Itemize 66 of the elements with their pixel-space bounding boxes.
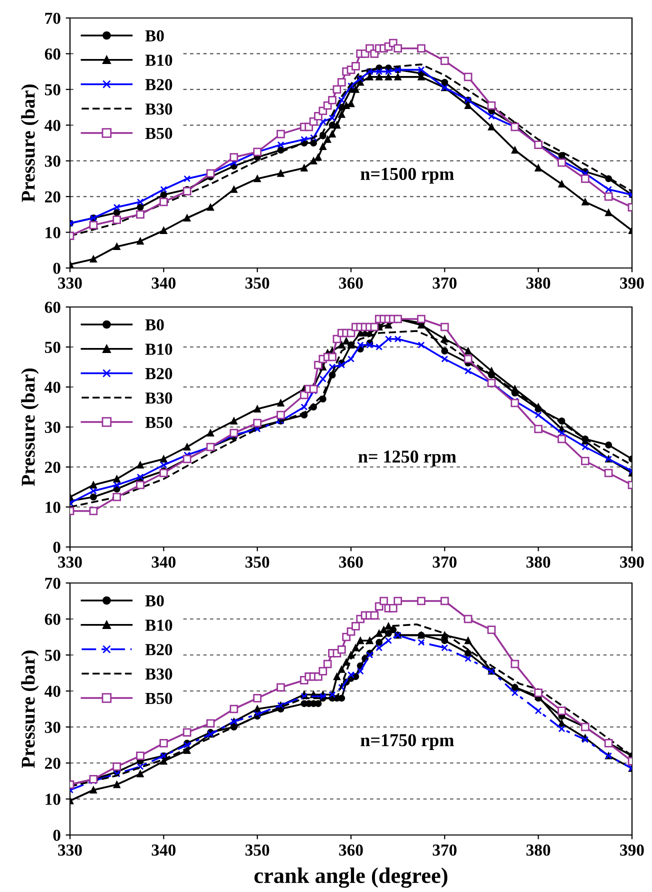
legend-label: B10	[145, 54, 172, 66]
x-tick-label: 350	[245, 278, 270, 289]
x-tick-label: 330	[58, 278, 82, 289]
x-tick-label: 340	[152, 844, 176, 856]
x-tick-label: 330	[58, 844, 82, 856]
y-tick-label: 60	[44, 302, 60, 313]
y-tick-label: 40	[44, 686, 60, 697]
y-axis-title: Pressure (bar)	[21, 368, 39, 486]
y-tick-label: 70	[45, 578, 60, 589]
y-tick-label: 70	[45, 12, 60, 24]
x-axis-title: crank angle (degree)	[254, 867, 448, 888]
x-tick-label: 370	[432, 844, 457, 856]
y-tick-label: 30	[44, 156, 60, 167]
legend-label: B0	[145, 319, 164, 330]
annotation: n= 1250 rpm	[358, 450, 456, 466]
legend-label: B20	[145, 79, 172, 90]
y-tick-label: 20	[45, 191, 60, 203]
legend-label: B0	[145, 30, 164, 42]
x-tick-label: 380	[526, 844, 550, 856]
y-tick-label: 60	[44, 48, 60, 60]
y-tick-label: 40	[44, 120, 60, 132]
x-tick-label: 360	[339, 556, 363, 568]
y-tick-label: 60	[44, 614, 60, 625]
x-tick-label: 370	[432, 278, 457, 289]
y-tick-label: 0	[53, 830, 60, 841]
x-tick-label: 350	[245, 844, 270, 856]
y-axis-title: Pressure (bar)	[21, 650, 39, 768]
x-tick-label: 380	[526, 278, 550, 289]
x-tick-label: 330	[58, 556, 82, 568]
legend-label: B50	[145, 692, 172, 704]
y-tick-label: 50	[44, 342, 60, 353]
y-tick-label: 30	[44, 722, 60, 733]
legend-label: B10	[145, 620, 172, 631]
y-tick-label: 10	[46, 794, 60, 805]
legend-label: B30	[145, 392, 172, 404]
legend-label: B0	[145, 595, 164, 606]
annotation: n=1750 rpm	[360, 734, 454, 750]
x-tick-label: 360	[339, 844, 363, 856]
y-tick-label: 10	[46, 226, 60, 238]
x-tick-label: 340	[152, 278, 176, 289]
x-tick-label: 370	[432, 556, 457, 568]
x-tick-label: 350	[245, 556, 270, 568]
x-tick-label: 380	[526, 556, 550, 568]
y-tick-label: 50	[44, 650, 60, 661]
legend-label: B50	[145, 416, 172, 428]
legend-label: B20	[145, 644, 172, 656]
x-tick-label: 390	[620, 278, 644, 289]
legend-label: B30	[145, 103, 172, 115]
x-tick-label: 340	[152, 556, 176, 568]
y-tick-label: 20	[45, 462, 60, 473]
y-tick-label: 30	[44, 422, 60, 433]
y-tick-label: 0	[53, 542, 60, 553]
y-tick-label: 0	[53, 262, 60, 274]
legend-label: B30	[145, 668, 172, 680]
x-tick-label: 390	[620, 844, 644, 856]
x-tick-label: 360	[339, 278, 363, 289]
x-tick-label: 390	[620, 556, 644, 568]
legend-label: B10	[145, 344, 172, 355]
y-axis-title: Pressure (bar)	[21, 84, 39, 202]
y-tick-label: 40	[44, 382, 60, 393]
legend-label: B20	[145, 368, 172, 380]
y-tick-label: 50	[44, 84, 60, 96]
y-tick-label: 10	[46, 502, 60, 513]
legend-label: B50	[145, 128, 172, 140]
y-tick-label: 20	[45, 758, 60, 769]
annotation: n=1500 rpm	[360, 168, 454, 184]
